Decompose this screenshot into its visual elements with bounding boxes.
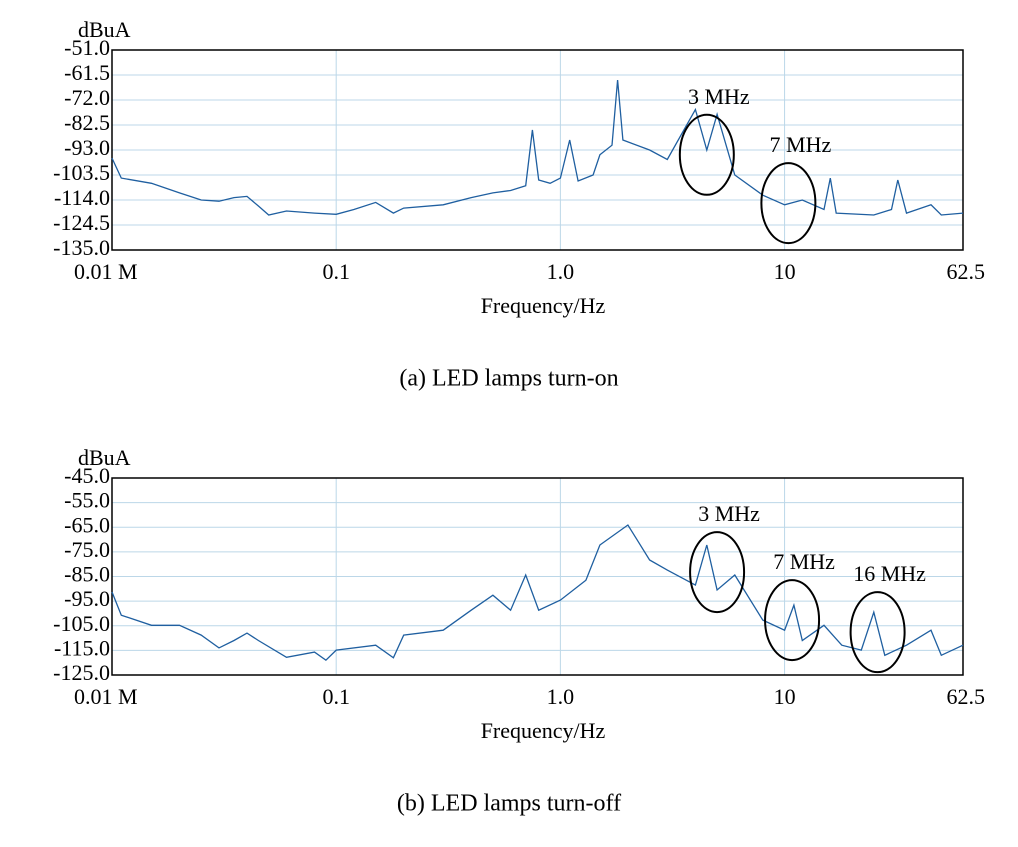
annotation-circle	[849, 591, 906, 674]
y-tick-label: -93.0	[64, 135, 110, 160]
x-tick-label: 62.5	[947, 259, 986, 284]
x-tick-label: 10	[774, 684, 796, 709]
annotation-label: 7 MHz	[770, 132, 832, 157]
annotation-label: 16 MHz	[853, 561, 926, 586]
y-tick-label: -82.5	[64, 110, 110, 135]
y-axis-label: dBuA	[78, 445, 131, 470]
y-tick-label: -75.0	[64, 537, 110, 562]
y-tick-label: -124.5	[53, 210, 110, 235]
x-axis-label: Frequency/Hz	[481, 293, 606, 318]
y-tick-label: -114.0	[54, 185, 110, 210]
annotation-label: 7 MHz	[773, 549, 835, 574]
annotation-circle	[760, 162, 817, 245]
x-axis-label: Frequency/Hz	[481, 718, 606, 743]
annotation-circle	[678, 113, 735, 196]
y-tick-label: -85.0	[64, 562, 110, 587]
x-tick-label: 0.01 M	[74, 259, 138, 284]
x-tick-label: 0.1	[322, 259, 350, 284]
annotation-label: 3 MHz	[688, 84, 750, 109]
y-axis-label: dBuA	[78, 17, 131, 42]
x-tick-label: 0.01 M	[74, 684, 138, 709]
y-tick-label: -115.0	[54, 635, 110, 660]
y-tick-label: -45.0	[64, 463, 110, 488]
y-tick-label: -103.5	[53, 160, 110, 185]
x-tick-label: 10	[774, 259, 796, 284]
y-tick-label: -72.0	[64, 85, 110, 110]
x-tick-label: 62.5	[947, 684, 986, 709]
y-tick-label: -135.0	[53, 235, 110, 260]
x-tick-label: 1.0	[547, 259, 575, 284]
caption: (b) LED lamps turn-off	[397, 791, 621, 817]
x-tick-label: 1.0	[547, 684, 575, 709]
plot-frame	[111, 49, 964, 251]
annotation-circle	[689, 531, 746, 614]
spectrum-line	[111, 524, 964, 662]
plot-frame	[111, 477, 964, 676]
y-tick-label: -61.5	[64, 60, 110, 85]
y-tick-label: -125.0	[53, 660, 110, 685]
y-tick-label: -51.0	[64, 35, 110, 60]
annotation-circle	[764, 579, 821, 662]
y-tick-label: -55.0	[64, 488, 110, 513]
y-tick-label: -105.0	[53, 611, 110, 636]
caption: (a) LED lamps turn-on	[399, 366, 618, 392]
spectrum-line	[111, 79, 964, 216]
annotation-label: 3 MHz	[698, 501, 760, 526]
x-tick-label: 0.1	[322, 684, 350, 709]
y-tick-label: -65.0	[64, 512, 110, 537]
y-tick-label: -95.0	[64, 586, 110, 611]
